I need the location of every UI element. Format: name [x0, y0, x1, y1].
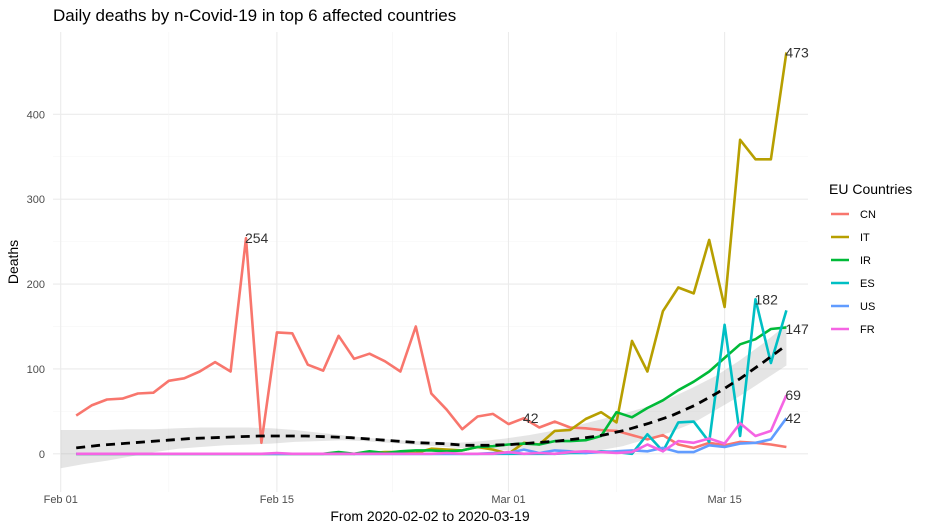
y-tick-label: 200 — [27, 279, 45, 291]
trend-confidence-band — [60, 324, 787, 469]
series-line-fr — [76, 394, 788, 456]
chart-title: Daily deaths by n-Covid-19 in top 6 affe… — [53, 6, 456, 25]
x-tick-label: Feb 15 — [260, 494, 294, 506]
y-tick-label: 300 — [27, 194, 45, 206]
legend-label-it: IT — [860, 232, 870, 244]
x-axis-title: From 2020-02-02 to 2020-03-19 — [330, 508, 529, 524]
series-layer — [75, 52, 788, 456]
x-tick-label: Mar 15 — [708, 494, 742, 506]
legend-label-ir: IR — [860, 255, 871, 267]
plot-grid — [53, 32, 808, 492]
x-axis: Feb 01 Feb 15 Mar 01 Mar 15 — [44, 494, 742, 506]
annotation-label: 473 — [785, 44, 809, 60]
legend-label-us: US — [860, 301, 875, 313]
annotation-label: 254 — [245, 230, 269, 246]
trend-band-layer — [60, 324, 787, 469]
y-axis-title: Deaths — [5, 240, 21, 284]
y-tick-label: 0 — [39, 449, 45, 461]
x-tick-label: Feb 01 — [44, 494, 78, 506]
series-line-cn — [75, 236, 787, 450]
legend-label-es: ES — [860, 278, 875, 290]
y-tick-label: 400 — [27, 109, 45, 121]
annotation-label: 147 — [785, 321, 809, 337]
annotation-label: 42 — [523, 410, 539, 426]
legend: CN IT IR ES US FR — [831, 209, 876, 336]
x-tick-label: Mar 01 — [491, 494, 525, 506]
y-axis: 0 100 200 300 400 — [27, 109, 45, 460]
legend-title: EU Countries — [829, 181, 912, 197]
annotation-layer: 254 42 473 182 147 69 42 — [245, 44, 809, 426]
legend-label-cn: CN — [860, 209, 876, 221]
y-tick-label: 100 — [27, 364, 45, 376]
annotation-label: 182 — [755, 291, 779, 307]
annotation-label: 69 — [785, 387, 801, 403]
legend-label-fr: FR — [860, 324, 875, 336]
annotation-label: 42 — [785, 410, 801, 426]
